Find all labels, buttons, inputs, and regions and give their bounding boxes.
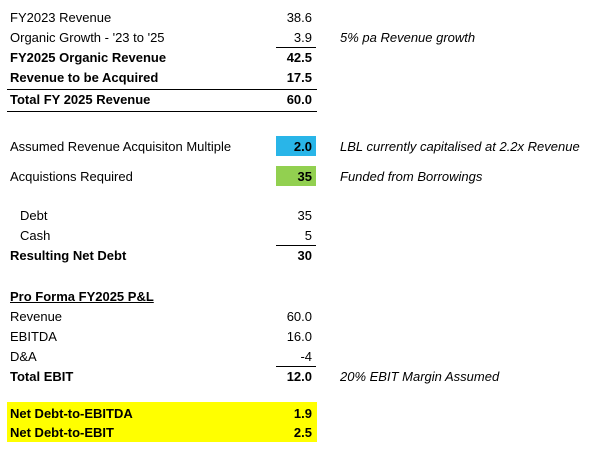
fy2023-revenue-value: 38.6 [286, 10, 312, 25]
row-debt: Debt 35 [0, 206, 606, 226]
pnl-revenue-label: Revenue [10, 309, 63, 324]
acquisition-multiple-value: 2.0 [293, 139, 312, 154]
cash-label: Cash [20, 228, 51, 243]
fy2025-organic-label: FY2025 Organic Revenue [10, 50, 167, 65]
row-pnl-revenue: Revenue 60.0 [0, 307, 606, 327]
ebit-divider [276, 366, 316, 367]
pnl-ebitda-label: EBITDA [10, 329, 57, 344]
pnl-heading: Pro Forma FY2025 P&L [10, 289, 154, 304]
nd-ebitda-value: 1.9 [293, 406, 312, 421]
pnl-da-label: D&A [10, 349, 37, 364]
pnl-revenue-value: 60.0 [286, 309, 312, 324]
cash-value: 5 [304, 228, 312, 243]
acquisitions-required-label: Acquistions Required [10, 169, 133, 184]
net-debt-divider [276, 245, 316, 246]
organic-growth-value: 3.9 [293, 30, 312, 45]
total-revenue-label: Total FY 2025 Revenue [10, 92, 151, 107]
pnl-ebit-label: Total EBIT [10, 369, 74, 384]
net-debt-label: Resulting Net Debt [10, 248, 127, 263]
row-organic-growth: Organic Growth - '23 to '25 3.9 5% pa Re… [0, 28, 606, 48]
row-net-debt-to-ebitda: Net Debt-to-EBITDA 1.9 [0, 404, 606, 424]
total-divider-bottom [7, 111, 317, 112]
row-pnl-ebitda: EBITDA 16.0 [0, 327, 606, 347]
pnl-da-value: -4 [300, 349, 312, 364]
multiple-input-cell[interactable] [276, 136, 316, 156]
total-revenue-value: 60.0 [286, 92, 312, 107]
row-fy2023-revenue: FY2023 Revenue 38.6 [0, 8, 606, 28]
net-debt-value: 30 [297, 248, 312, 263]
revenue-to-acquire-value: 17.5 [286, 70, 312, 85]
row-acquisition-multiple: Assumed Revenue Acquisiton Multiple 2.0 … [0, 137, 606, 157]
debt-label: Debt [20, 208, 48, 223]
nd-ebit-value: 2.5 [293, 425, 312, 440]
organic-growth-note: 5% pa Revenue growth [340, 30, 476, 45]
pnl-ebit-value: 12.0 [286, 369, 312, 384]
acquisitions-required-note: Funded from Borrowings [340, 169, 483, 184]
acquisition-multiple-label: Assumed Revenue Acquisiton Multiple [10, 139, 232, 154]
debt-value: 35 [297, 208, 312, 223]
pnl-ebit-note: 20% EBIT Margin Assumed [340, 369, 500, 384]
row-total-revenue: Total FY 2025 Revenue 60.0 [0, 90, 606, 110]
row-pnl-ebit: Total EBIT 12.0 20% EBIT Margin Assumed [0, 367, 606, 387]
fy2025-organic-value: 42.5 [286, 50, 312, 65]
revenue-to-acquire-label: Revenue to be Acquired [10, 70, 159, 85]
row-cash: Cash 5 [0, 226, 606, 246]
acquisitions-required-value: 35 [297, 169, 312, 184]
fy2023-revenue-label: FY2023 Revenue [10, 10, 112, 25]
pnl-ebitda-value: 16.0 [286, 329, 312, 344]
row-revenue-to-acquire: Revenue to be Acquired 17.5 [0, 68, 606, 88]
row-acquisitions-required: Acquistions Required 35 Funded from Borr… [0, 167, 606, 187]
row-pnl-da: D&A -4 [0, 347, 606, 367]
organic-growth-label: Organic Growth - '23 to '25 [10, 30, 165, 45]
row-pnl-heading: Pro Forma FY2025 P&L [0, 287, 606, 307]
total-divider-top [7, 89, 317, 90]
subtotal-divider-1 [276, 47, 316, 48]
row-fy2025-organic: FY2025 Organic Revenue 42.5 [0, 48, 606, 68]
ratios-highlight [7, 402, 317, 442]
nd-ebitda-label: Net Debt-to-EBITDA [10, 406, 133, 421]
acquisition-multiple-note: LBL currently capitalised at 2.2x Revenu… [340, 139, 580, 154]
row-net-debt-to-ebit: Net Debt-to-EBIT 2.5 [0, 423, 606, 443]
row-net-debt: Resulting Net Debt 30 [0, 246, 606, 266]
acquisitions-required-cell[interactable] [276, 166, 316, 186]
nd-ebit-label: Net Debt-to-EBIT [10, 425, 114, 440]
